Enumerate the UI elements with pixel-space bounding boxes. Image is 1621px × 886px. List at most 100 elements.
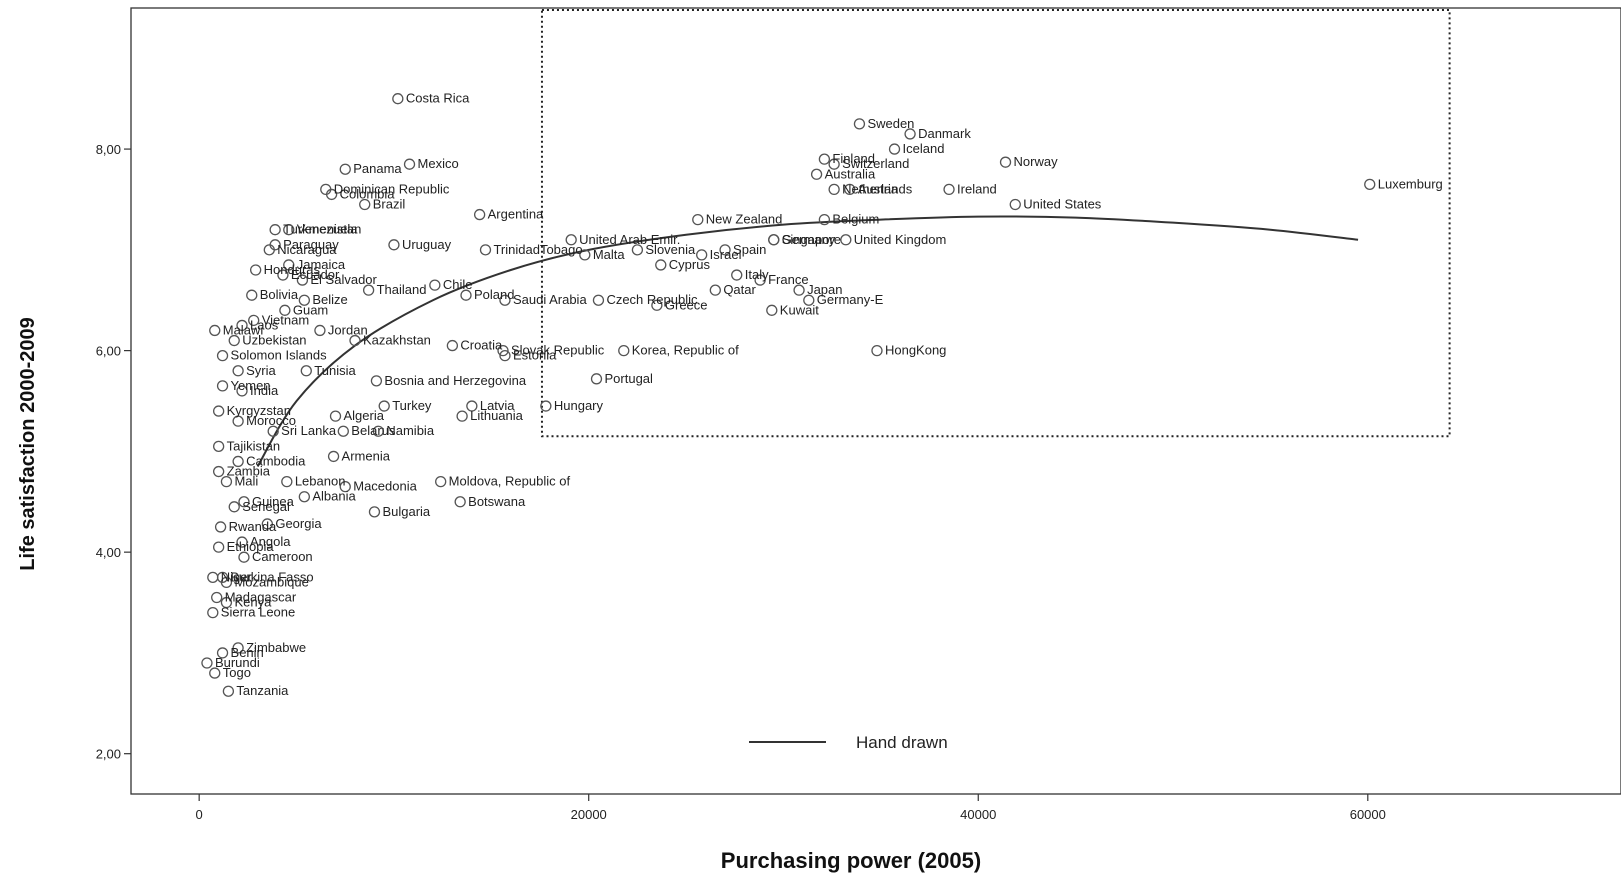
data-point xyxy=(349,334,361,347)
point-label: Morocco xyxy=(246,413,296,428)
point-label: Uruguay xyxy=(402,237,452,252)
point-label: Chile xyxy=(443,277,473,292)
data-point xyxy=(298,491,310,503)
legend-label: Hand drawn xyxy=(856,733,948,752)
data-point xyxy=(1009,198,1021,211)
point-label: TrinidadTobago xyxy=(493,242,582,257)
data-point xyxy=(238,551,250,563)
data-point xyxy=(499,294,511,306)
data-point xyxy=(339,481,351,493)
data-point xyxy=(403,158,416,170)
point-label: Benin xyxy=(231,645,264,660)
point-label: Argentina xyxy=(488,207,544,222)
point-label: Dominican Republic xyxy=(334,181,450,196)
hand-drawn-curve xyxy=(256,215,1359,468)
point-label: El Salvador xyxy=(310,272,377,287)
data-point xyxy=(207,606,219,619)
point-label: Tunisia xyxy=(314,363,356,378)
point-label: Turkey xyxy=(392,398,432,413)
point-label: Burundi xyxy=(215,655,260,670)
point-label: Bulgaria xyxy=(382,504,430,519)
x-axis-label: Purchasing power (2005) xyxy=(721,848,981,873)
data-point xyxy=(283,259,295,271)
point-label: France xyxy=(768,272,808,287)
point-label: Zimbabwe xyxy=(246,640,306,655)
data-point xyxy=(228,501,240,513)
data-point xyxy=(565,234,577,246)
data-point xyxy=(277,269,289,281)
x-axis-ticks: 0 20000 40000 60000 xyxy=(196,794,1386,822)
point-label: Korea, Republic of xyxy=(632,343,739,358)
data-point xyxy=(201,657,213,669)
point-label: Mexico xyxy=(418,156,459,171)
point-label: India xyxy=(250,383,279,398)
point-label: Greece xyxy=(665,297,708,312)
data-point xyxy=(216,350,229,362)
point-label: Jordan xyxy=(328,322,368,337)
point-label: United Kingdom xyxy=(854,232,947,247)
point-label: Syria xyxy=(246,363,276,378)
data-point xyxy=(212,465,225,478)
data-point xyxy=(435,475,447,488)
point-label: Poland xyxy=(474,287,514,302)
data-point xyxy=(709,284,721,296)
data-point xyxy=(999,156,1012,168)
point-label: Portugal xyxy=(605,371,654,386)
point-label: Finland xyxy=(832,151,875,166)
point-label: Zambia xyxy=(227,464,271,479)
point-label: Tanzania xyxy=(236,683,289,698)
point-label: Hungary xyxy=(554,398,604,413)
data-point xyxy=(222,685,235,697)
plot-frame xyxy=(130,7,1621,795)
data-point xyxy=(359,198,371,211)
point-label: Algeria xyxy=(344,408,385,423)
point-label: Estonia xyxy=(513,348,557,363)
data-point xyxy=(853,118,866,130)
data-point xyxy=(1364,178,1376,190)
data-point xyxy=(300,365,312,377)
point-label: Togo xyxy=(223,665,251,680)
data-point xyxy=(479,244,492,256)
point-label: Macedonia xyxy=(353,479,417,494)
data-point xyxy=(766,304,778,316)
y-tick-label: 4,00 xyxy=(96,545,121,560)
x-tick-label: 0 xyxy=(196,807,203,822)
data-point xyxy=(651,299,663,311)
data-point xyxy=(828,183,840,196)
point-label: Kyrgyzstan xyxy=(227,403,291,418)
point-label: Burkina Fasso xyxy=(231,569,314,584)
data-point xyxy=(590,373,603,385)
data-point xyxy=(320,183,332,196)
data-points xyxy=(201,93,1376,697)
point-label: Albania xyxy=(312,489,356,504)
x-tick-label: 60000 xyxy=(1350,807,1386,822)
point-label: Qatar xyxy=(723,282,756,297)
data-point xyxy=(269,239,281,251)
point-label: Tajikistan xyxy=(227,438,280,453)
point-label: Madagascar xyxy=(225,590,297,605)
data-point xyxy=(943,183,955,196)
point-label: Malta xyxy=(593,247,626,262)
point-label: Guam xyxy=(293,302,328,317)
data-point xyxy=(378,400,390,412)
data-point xyxy=(329,410,342,422)
legend: Hand drawn xyxy=(749,733,948,752)
data-point xyxy=(232,642,244,654)
data-point xyxy=(579,249,591,261)
data-point xyxy=(871,344,883,357)
point-label: Slovak Republic xyxy=(511,343,605,358)
point-label: Czech Republic xyxy=(606,292,698,307)
point-label: Armenia xyxy=(342,448,391,463)
point-label: Brazil xyxy=(373,197,406,212)
data-point xyxy=(207,571,219,583)
data-point xyxy=(592,294,605,306)
point-labels: Costa Rica Panama Mexico ColombiaDominican … xyxy=(215,91,1443,699)
data-point xyxy=(768,234,780,246)
data-point xyxy=(220,475,233,488)
point-label: Luxemburg xyxy=(1378,176,1443,191)
point-label: Cambodia xyxy=(246,453,306,468)
point-label: Costa Rica xyxy=(406,91,470,106)
data-point xyxy=(216,380,229,392)
point-label: Vietnam xyxy=(262,312,309,327)
point-label: Nicaragua xyxy=(277,242,337,257)
